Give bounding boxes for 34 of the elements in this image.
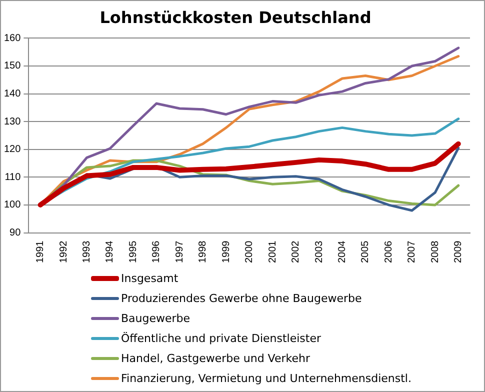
x-tick-label: 2005 (360, 240, 372, 264)
y-tick-label: 100 (4, 200, 22, 211)
legend-label: Finanzierung, Vermietung und Unternehmensdienstl. (121, 372, 412, 384)
legend-label: Handel, Gastgewerbe und Verkehr (121, 352, 310, 364)
legend-label: Produzierendes Gewerbe ohne Baugewerbe (121, 292, 362, 304)
legend-label: Öffentliche und private Dienstleister (121, 332, 322, 344)
y-tick-label: 120 (4, 144, 22, 156)
x-tick-label: 2009 (453, 240, 464, 264)
x-tick-label: 2002 (290, 240, 302, 264)
x-tick-label: 1992 (58, 240, 70, 264)
y-tick-label: 160 (4, 32, 22, 44)
x-tick-label: 1997 (174, 240, 186, 264)
x-tick-label: 2008 (430, 240, 441, 264)
y-tick-label: 130 (4, 116, 22, 128)
chart-title: Lohnstückkosten Deutschland (100, 8, 372, 27)
y-tick-label: 150 (4, 60, 22, 72)
x-tick-label: 2001 (267, 240, 278, 264)
x-tick-label: 1996 (151, 240, 162, 264)
x-tick-label: 2006 (383, 240, 394, 264)
legend-label: Baugewerbe (121, 312, 190, 324)
x-tick-label: 1994 (104, 240, 116, 264)
x-tick-label: 2000 (244, 240, 256, 264)
y-tick-label: 110 (4, 172, 22, 183)
x-tick-label: 1993 (82, 240, 92, 264)
x-tick-label: 2004 (337, 240, 348, 264)
x-tick-label: 1998 (198, 240, 209, 264)
x-tick-label: 1995 (128, 240, 139, 264)
y-tick-label: 90 (10, 228, 22, 239)
legend-label: Insgesamt (121, 272, 178, 284)
x-tick-label: 2007 (406, 240, 418, 264)
x-tick-label: 1999 (220, 240, 232, 264)
y-tick-label: 140 (4, 88, 22, 100)
x-tick-label: 2003 (314, 240, 325, 264)
x-tick-label: 1991 (35, 240, 46, 264)
